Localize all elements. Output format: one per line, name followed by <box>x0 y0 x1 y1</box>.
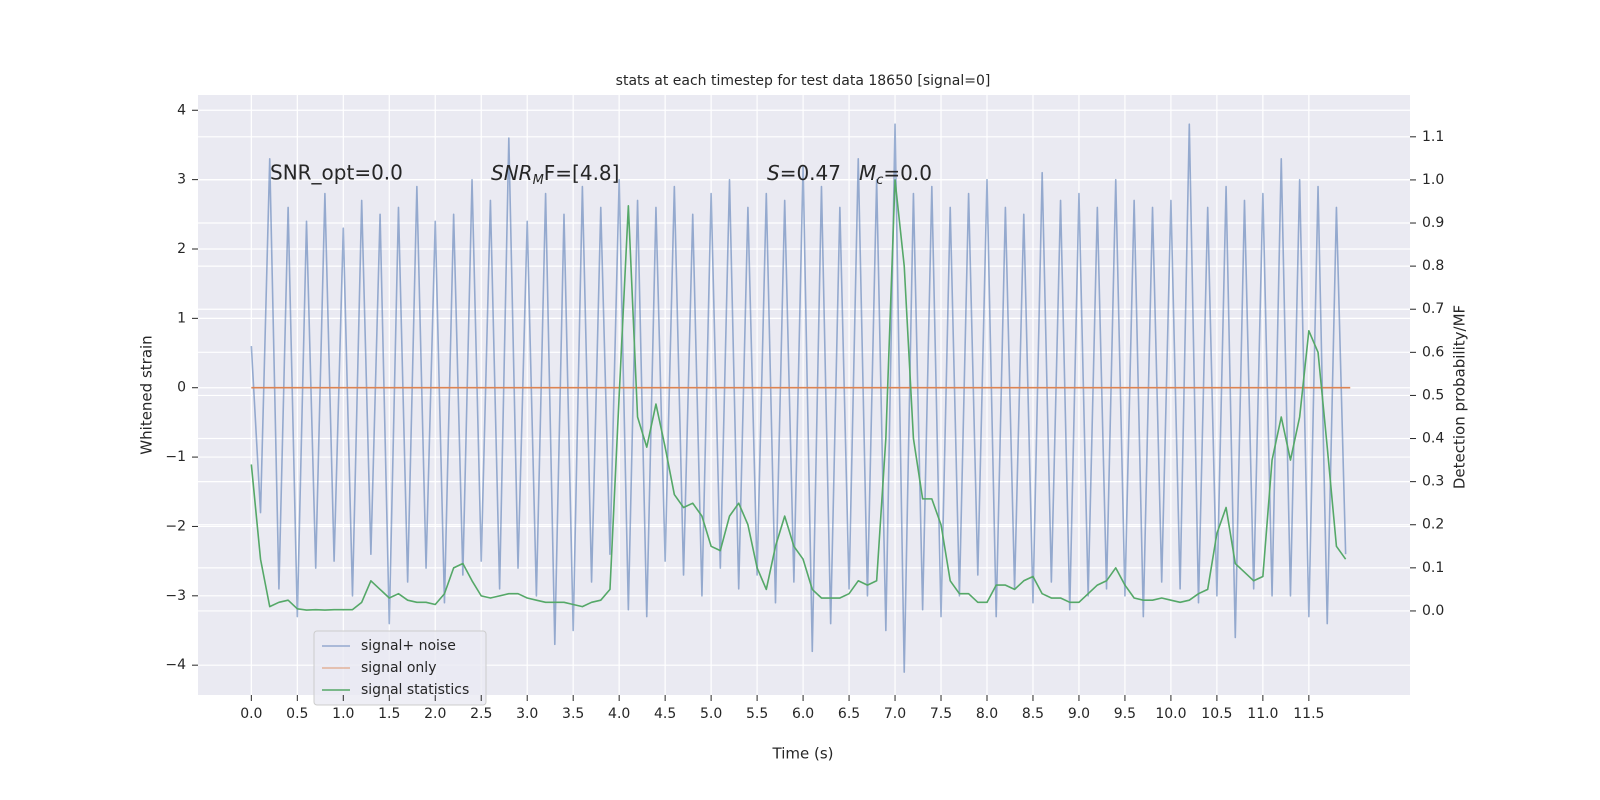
x-tick-label: 11.5 <box>1293 706 1324 722</box>
x-tick-label: 6.5 <box>838 706 860 722</box>
marks <box>250 123 1351 673</box>
y2-tick-label: 0.4 <box>1422 431 1444 447</box>
annotation: SNR_opt=0.0 <box>270 161 403 185</box>
annotation-part: c <box>876 173 883 188</box>
y2-tick-label: 0.6 <box>1422 344 1444 360</box>
y-tick-label: 3 <box>177 172 186 188</box>
y2-tick-label: 0.1 <box>1422 560 1444 576</box>
x-tick-label: 7.5 <box>930 706 952 722</box>
x-tick-label: 9.5 <box>1114 706 1136 722</box>
y2-tick-label: 0.5 <box>1422 387 1444 403</box>
x-tick-label: 1.5 <box>378 706 400 722</box>
annotation-part: M <box>859 161 876 185</box>
x-tick-label: 2.5 <box>470 706 492 722</box>
y2-tick-label: 0.2 <box>1422 517 1444 533</box>
legend-frame <box>313 630 487 706</box>
x-tick-label: 4.0 <box>608 706 630 722</box>
y2-tick-label: 0.8 <box>1422 258 1444 274</box>
chart-title: stats at each timestep for test data 186… <box>616 73 991 89</box>
y2-tick-label: 0.9 <box>1422 215 1444 231</box>
x-tick-label: 5.5 <box>746 706 768 722</box>
y2-tick-label: 0.7 <box>1422 301 1444 317</box>
x-tick-label: 8.5 <box>1022 706 1044 722</box>
legend-label: signal+ noise <box>361 638 456 654</box>
x-tick-label: 8.0 <box>976 706 998 722</box>
x-tick-label: 7.0 <box>884 706 906 722</box>
x-tick-label: 5.0 <box>700 706 722 722</box>
y-tick-label: 2 <box>177 241 186 257</box>
y2-tick-label: 1.0 <box>1422 172 1444 188</box>
annotation: S=0.47 <box>767 161 841 185</box>
x-tick-label: 9.0 <box>1068 706 1090 722</box>
annotation-part: SNR <box>491 161 533 185</box>
y2-tick-label: 1.1 <box>1422 129 1444 145</box>
annotation-part: =0.47 <box>780 161 841 185</box>
legend: signal+ noise signal only signal statistic… <box>313 630 487 706</box>
x-tick-label: 0.5 <box>286 706 308 722</box>
x-tick-label: 2.0 <box>424 706 446 722</box>
annotation-part: =0.0 <box>883 161 932 185</box>
y-tick-label: 4 <box>177 102 186 118</box>
y-tick-label: −3 <box>165 588 186 604</box>
x-tick-label: 3.5 <box>562 706 584 722</box>
x-tick-label: 10.5 <box>1201 706 1232 722</box>
x-axis-label: Time (s) <box>772 745 834 763</box>
y2-axis-label: Detection probability/MF <box>1451 305 1469 489</box>
annotation: SNRMF=[4.8] <box>491 161 619 188</box>
x-tick-label: 1.0 <box>332 706 354 722</box>
annotation-part: F=[4.8] <box>544 161 620 185</box>
x-tick-label: 10.0 <box>1155 706 1186 722</box>
y-tick-label: −1 <box>165 449 186 465</box>
x-tick-label: 6.0 <box>792 706 814 722</box>
legend-label: signal only <box>361 660 436 676</box>
y-axis-label: Whitened strain <box>138 335 156 454</box>
y2-tick-label: 0.0 <box>1422 603 1444 619</box>
x-tick-label: 11.0 <box>1247 706 1278 722</box>
x-tick-label: 4.5 <box>654 706 676 722</box>
annotation-part: M <box>533 173 544 188</box>
y2-tick-label: 0.3 <box>1422 474 1444 490</box>
annotation: Mc=0.0 <box>859 161 932 188</box>
series-line <box>250 123 1347 673</box>
y-tick-label: −2 <box>165 518 186 534</box>
annotation-part: S <box>767 161 780 185</box>
y-tick-label: 0 <box>177 380 186 396</box>
y-tick-label: −4 <box>165 657 186 673</box>
legend-label: signal statistics <box>361 682 469 698</box>
x-tick-label: 0.0 <box>240 706 262 722</box>
y-tick-label: 1 <box>177 310 186 326</box>
series-line <box>250 179 1347 611</box>
x-tick-label: 3.0 <box>516 706 538 722</box>
